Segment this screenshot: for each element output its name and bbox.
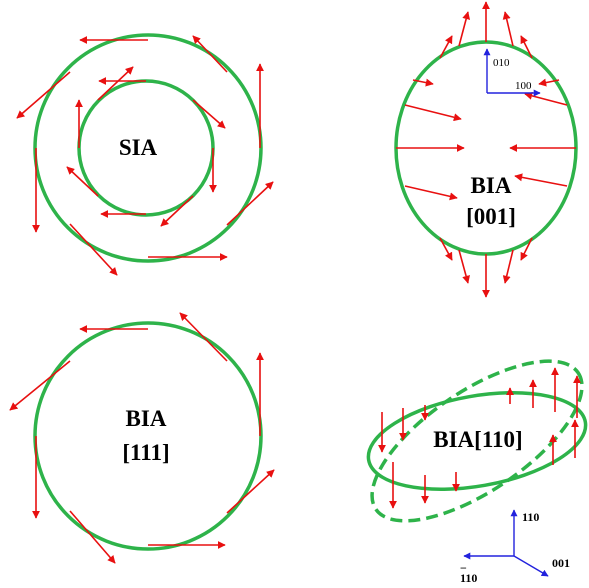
- sia-label: SIA: [119, 135, 158, 160]
- sia-outer-circle: [33, 33, 263, 263]
- bia110-axis-left-bar: −: [460, 561, 467, 575]
- bia111-label-line1: BIA: [126, 406, 167, 431]
- bia111-circle: [33, 321, 263, 551]
- sia-outer-arrows: [16, 35, 274, 276]
- bia110-arrows: [378, 367, 581, 509]
- panel-bia-110: BIA[110] 110 001 − 110: [366, 359, 588, 585]
- bia001-axis-x-label: 100: [515, 80, 532, 92]
- bia110-label: BIA[110]: [433, 427, 522, 452]
- bia110-axis-up-label: 110: [522, 510, 539, 524]
- bia001-label-line2: [001]: [466, 204, 516, 229]
- bia001-arrows: [396, 1, 576, 298]
- bia001-label-line1: BIA: [471, 173, 512, 198]
- bia110-dashed-ellipse: [370, 359, 584, 523]
- panel-sia: SIA: [16, 33, 274, 276]
- sia-inner-arrows: [66, 66, 226, 227]
- panel-bia-111: BIA [111]: [9, 312, 275, 564]
- bia110-axis-right-label: 001: [552, 556, 570, 570]
- bia111-label-line2: [111]: [122, 440, 169, 465]
- bia110-solid-ellipse: [366, 390, 588, 492]
- bia111-arrows: [9, 312, 275, 564]
- bia110-axes: [463, 509, 549, 577]
- bia001-axis-y-label: 010: [493, 57, 510, 69]
- bia110-axis-left-label: 110: [460, 571, 477, 585]
- panel-bia-001: 010 100 BIA [001]: [394, 1, 578, 298]
- bia001-axes: [483, 48, 541, 97]
- bia110-axis-right-arrow: [513, 555, 549, 577]
